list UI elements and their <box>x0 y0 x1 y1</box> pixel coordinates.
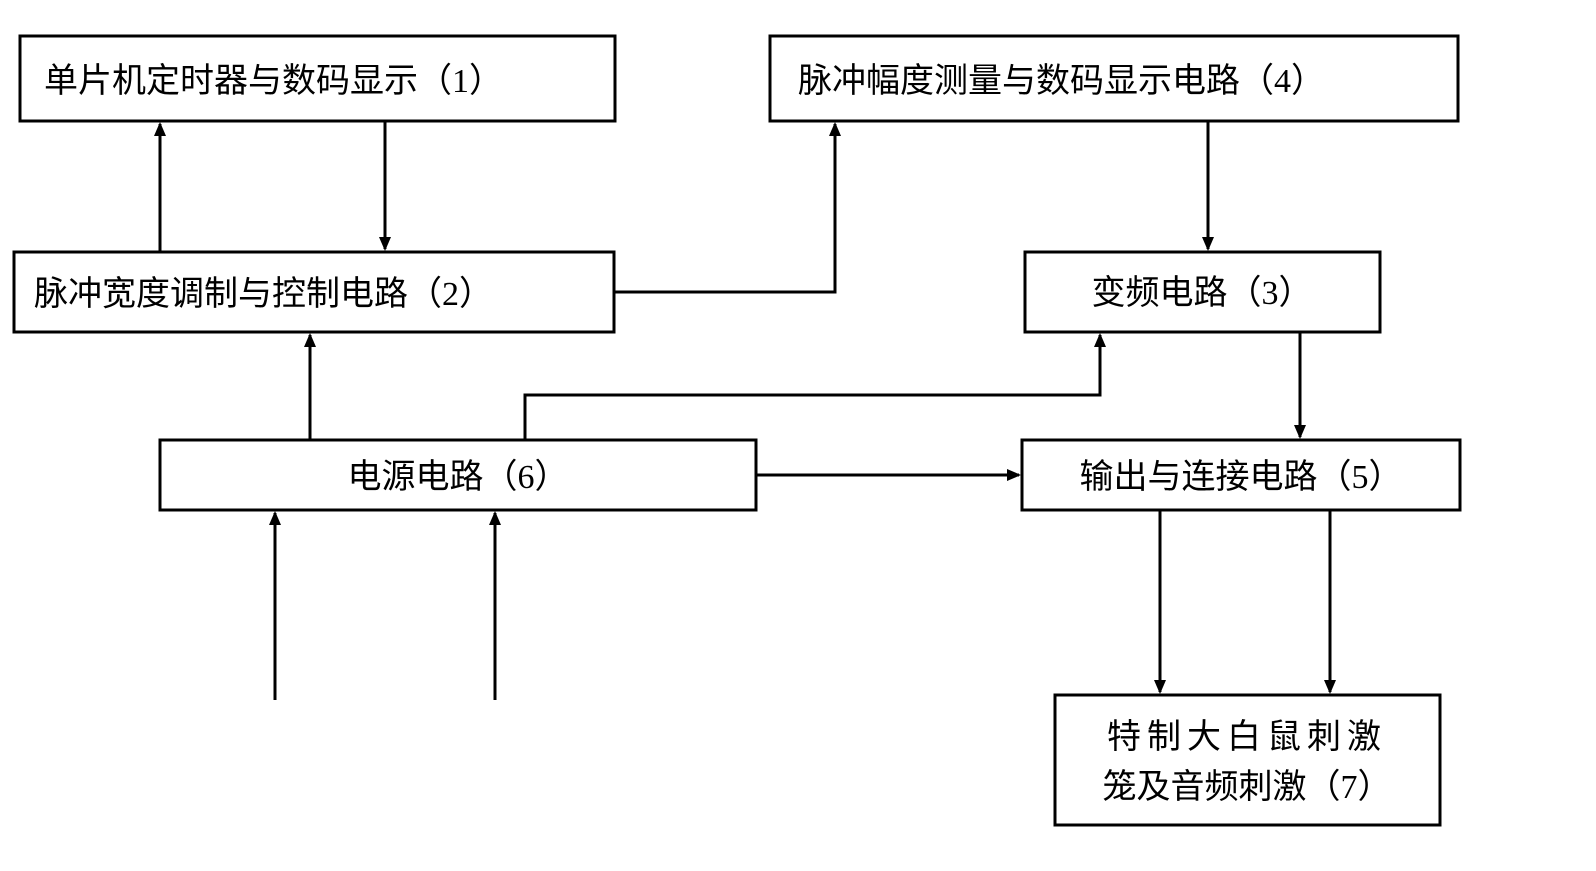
edge-n2-to-n4 <box>614 124 835 292</box>
node-6-label: 电源电路（6） <box>348 458 569 496</box>
node-7-label-line1: 特制大白鼠刺激 <box>1107 718 1387 756</box>
node-5-label: 输出与连接电路（5） <box>1080 458 1403 496</box>
edge-n6-to-n3 <box>525 335 1100 440</box>
node-7-label-line2: 笼及音频刺激（7） <box>1103 768 1392 806</box>
node-1-label: 单片机定时器与数码显示（1） <box>44 62 503 100</box>
node-2-label: 脉冲宽度调制与控制电路（2） <box>34 275 493 313</box>
node-3-label: 变频电路（3） <box>1092 274 1313 312</box>
node-4-label: 脉冲幅度测量与数码显示电路（4） <box>798 62 1325 100</box>
